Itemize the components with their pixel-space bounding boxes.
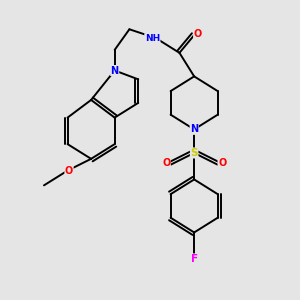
Text: N: N: [190, 124, 198, 134]
Text: O: O: [65, 166, 73, 176]
Text: N: N: [111, 65, 119, 76]
Text: O: O: [162, 158, 170, 168]
Text: S: S: [190, 148, 198, 158]
Text: NH: NH: [145, 34, 160, 43]
Text: F: F: [190, 254, 198, 264]
Text: O: O: [194, 29, 202, 39]
Text: O: O: [218, 158, 226, 168]
